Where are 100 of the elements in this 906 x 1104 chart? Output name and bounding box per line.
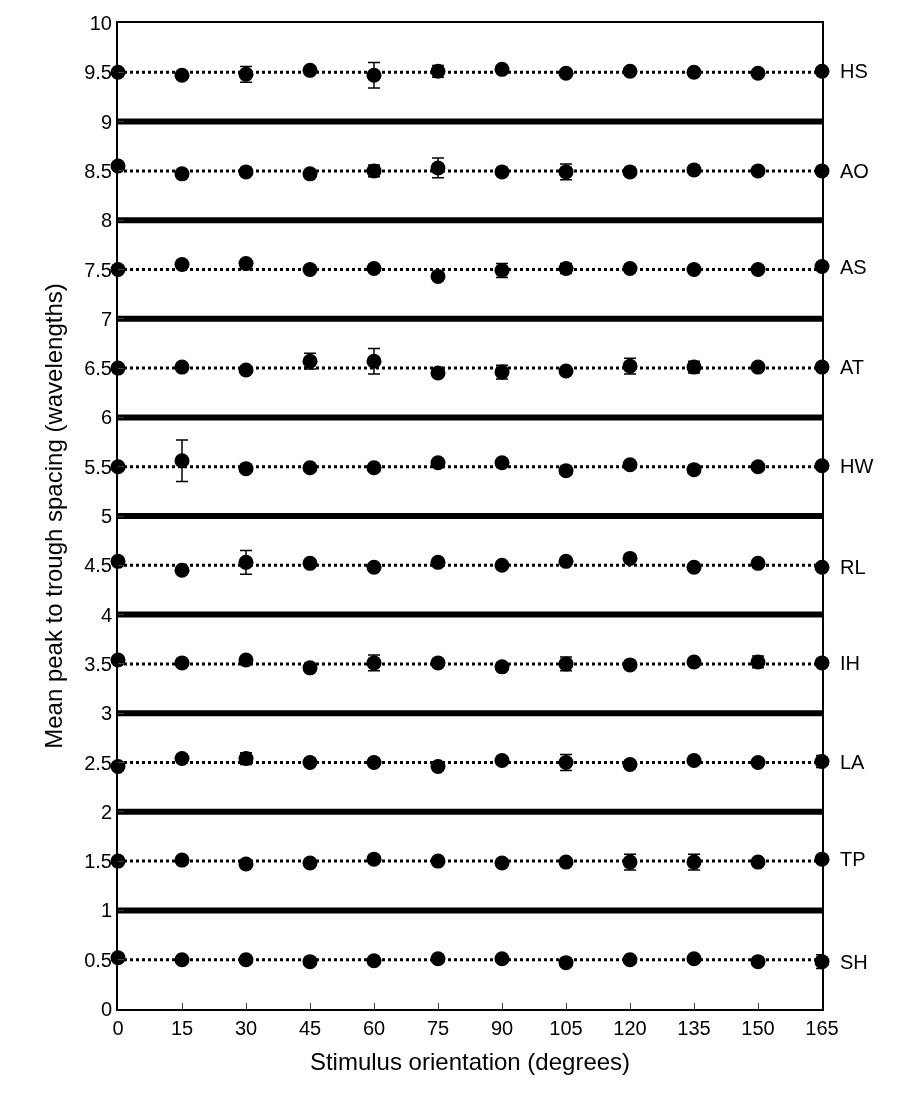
point — [174, 852, 190, 868]
point — [750, 954, 766, 970]
point — [302, 166, 318, 182]
x-tick-label: 120 — [613, 1017, 647, 1039]
point — [366, 67, 382, 83]
point — [430, 554, 446, 570]
point — [750, 755, 766, 770]
point — [750, 65, 766, 81]
y-axis-title: Mean peak to trough spacing (wavelengths) — [39, 283, 67, 749]
x-tick-label: 60 — [362, 1017, 386, 1039]
point — [366, 261, 382, 276]
point — [430, 853, 446, 869]
point — [174, 453, 190, 469]
y-tick-label: 8.5 — [84, 159, 112, 182]
point — [622, 457, 638, 473]
point — [238, 362, 254, 378]
y-tick-label: 10 — [89, 12, 112, 34]
point — [750, 262, 766, 277]
point — [558, 463, 574, 479]
point — [750, 555, 766, 571]
point — [622, 657, 638, 673]
y-tick-label: 5 — [100, 505, 112, 527]
x-tick-label: 165 — [805, 1017, 839, 1039]
y-tick-label: 0.5 — [84, 948, 112, 971]
point — [686, 753, 702, 769]
point — [238, 652, 254, 668]
point — [302, 555, 318, 571]
series-label: AT — [840, 356, 865, 378]
y-tick-label: 1 — [100, 899, 112, 922]
point — [238, 856, 254, 872]
point — [430, 951, 446, 967]
point — [750, 459, 766, 475]
point — [750, 163, 766, 179]
point — [814, 954, 830, 970]
point — [622, 261, 638, 276]
point — [302, 755, 318, 770]
point — [622, 952, 638, 968]
series-label: AO — [840, 160, 869, 182]
point — [238, 952, 254, 968]
series-label: SH — [840, 951, 868, 973]
y-tick-label: 4.5 — [84, 554, 112, 577]
point — [366, 353, 382, 369]
point — [302, 954, 318, 970]
series-label: AS — [840, 256, 867, 278]
point — [174, 67, 190, 83]
point — [494, 61, 510, 77]
series-label: HS — [840, 60, 868, 82]
point — [430, 758, 446, 774]
point — [174, 655, 190, 671]
x-tick-label: 15 — [170, 1017, 194, 1039]
point — [174, 359, 190, 375]
point — [366, 755, 382, 770]
point — [686, 262, 702, 277]
point — [302, 460, 318, 476]
point — [686, 64, 702, 80]
point — [302, 855, 318, 871]
point — [750, 854, 766, 870]
y-tick-label: 6 — [100, 406, 112, 429]
point — [750, 359, 766, 375]
point — [366, 460, 382, 476]
point — [622, 756, 638, 772]
point — [494, 659, 510, 675]
point — [494, 557, 510, 573]
y-tick-label: 9.5 — [84, 61, 112, 84]
point — [430, 455, 446, 471]
point — [558, 854, 574, 870]
y-tick-label: 2 — [100, 800, 112, 823]
x-tick-label: 150 — [741, 1017, 775, 1039]
point — [238, 461, 254, 477]
point — [238, 164, 254, 180]
x-tick-label: 135 — [677, 1017, 711, 1039]
point — [302, 262, 318, 277]
y-tick-label: 4 — [100, 603, 112, 626]
y-tick-label: 9 — [100, 110, 112, 133]
x-tick-label: 30 — [234, 1017, 258, 1039]
point — [686, 162, 702, 178]
point — [430, 268, 446, 284]
y-tick-label: 3 — [100, 702, 112, 725]
series-label: TP — [840, 848, 866, 870]
point — [494, 455, 510, 471]
point — [494, 951, 510, 967]
y-tick-label: 7.5 — [84, 258, 112, 281]
point — [558, 65, 574, 81]
point — [238, 256, 254, 272]
point — [366, 851, 382, 867]
point — [622, 63, 638, 79]
series-label: LA — [840, 751, 866, 773]
point — [494, 753, 510, 769]
point — [174, 751, 190, 767]
point — [686, 462, 702, 478]
point — [238, 554, 254, 570]
point — [174, 952, 190, 968]
point — [686, 559, 702, 575]
point — [558, 363, 574, 379]
series-label: RL — [840, 556, 866, 578]
x-tick-label: 90 — [490, 1017, 514, 1039]
point — [686, 654, 702, 670]
y-tick-label: 2.5 — [84, 751, 112, 774]
x-tick-label: 45 — [298, 1017, 322, 1039]
point — [302, 660, 318, 676]
